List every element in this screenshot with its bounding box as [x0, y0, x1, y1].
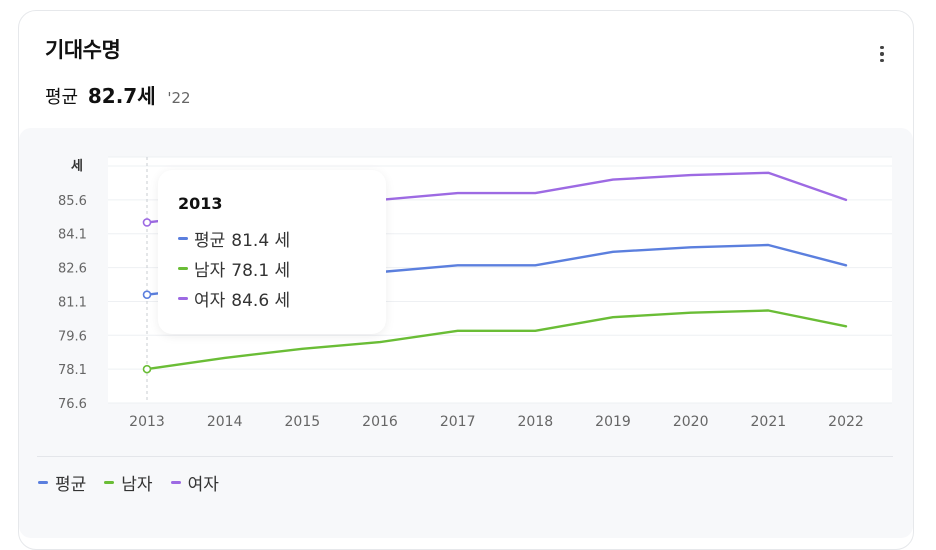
legend-divider	[37, 456, 893, 457]
series-line-male	[145, 309, 848, 371]
female-swatch	[178, 296, 188, 300]
x-tick-label: 2016	[362, 414, 398, 430]
tooltip-row-female: 여자 84.6 세	[178, 283, 366, 313]
subtitle-year: '22	[167, 89, 191, 107]
tooltip-year: 2013	[178, 194, 223, 213]
data-point-female	[142, 218, 152, 227]
legend-item-male[interactable]: 남자	[104, 470, 153, 495]
x-tick-label: 2015	[285, 414, 321, 430]
card-title: 기대수명	[45, 38, 121, 62]
more-options-icon[interactable]	[870, 40, 894, 68]
y-tick-label: 81.1	[58, 295, 87, 310]
x-tick-label: 2014	[207, 414, 243, 430]
average-swatch	[178, 236, 188, 240]
x-tick-label: 2021	[751, 414, 787, 430]
legend-label-female: 여자	[187, 475, 219, 495]
y-tick-label: 82.6	[58, 262, 87, 277]
data-point-male	[142, 364, 152, 374]
x-tick-label: 2022	[828, 414, 864, 430]
chart-tooltip: 2013 평균 81.4 세 남자 78.1 세 여자 84.6 세	[158, 170, 386, 334]
tooltip-row-average: 평균 81.4 세	[178, 223, 366, 253]
y-axis-label: 세	[71, 159, 83, 174]
tooltip-label-average: 평균	[194, 230, 226, 251]
x-tick-label: 2013	[129, 414, 165, 430]
line-chart[interactable]: 76.6 78.1 79.6 81.1 82.6 84.1 85.6 세 2013 2014 201…	[0, 0, 936, 526]
legend-item-average[interactable]: 평균	[38, 470, 86, 495]
legend-item-female[interactable]: 여자	[170, 470, 219, 495]
tooltip-label-female: 여자	[194, 290, 226, 311]
legend-swatch-male	[104, 481, 115, 484]
y-tick-label: 78.1	[58, 363, 87, 378]
legend-swatch-average	[38, 481, 48, 484]
x-tick-label: 2020	[673, 414, 709, 430]
legend-label-male: 남자	[121, 475, 153, 495]
male-swatch	[178, 266, 188, 270]
x-tick-label: 2018	[518, 414, 554, 430]
chart-legend: 평균 남자 여자	[38, 470, 219, 495]
subtitle-prefix: 평균	[45, 87, 79, 108]
card-subtitle: 평균 82.7세 '22	[45, 80, 191, 109]
tooltip-value-average: 81.4 세	[231, 230, 291, 251]
y-tick-label: 79.6	[58, 329, 87, 344]
subtitle-value: 82.7세	[87, 84, 156, 108]
data-point-average	[142, 290, 152, 299]
legend-label-average: 평균	[55, 475, 87, 495]
x-tick-label: 2019	[595, 414, 631, 430]
y-tick-label: 76.6	[58, 397, 87, 412]
tooltip-label-male: 남자	[194, 260, 226, 281]
x-tick-label: 2017	[440, 414, 476, 430]
y-tick-label: 85.6	[58, 194, 87, 209]
tooltip-value-female: 84.6 세	[231, 290, 291, 311]
legend-swatch-female	[170, 481, 181, 484]
y-tick-label: 84.1	[58, 228, 87, 243]
tooltip-row-male: 남자 78.1 세	[178, 253, 366, 283]
tooltip-value-male: 78.1 세	[231, 260, 291, 281]
